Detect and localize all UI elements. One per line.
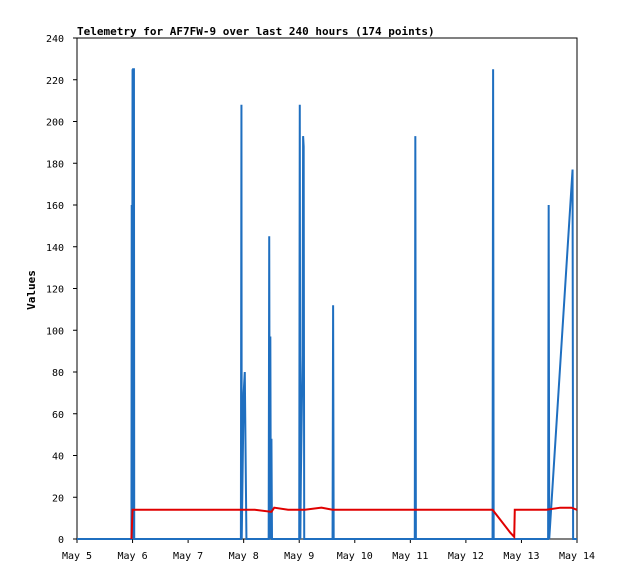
y-tick-label: 120 <box>46 285 64 296</box>
x-tick-label: May 13 <box>503 551 539 562</box>
y-tick-label: 200 <box>46 118 64 129</box>
y-tick-label: 220 <box>46 76 64 87</box>
plot-area <box>76 37 578 540</box>
series-line-red <box>130 506 578 540</box>
x-tick-label: May 9 <box>284 551 314 562</box>
y-tick-label: 20 <box>52 493 64 504</box>
series-line-blue <box>77 68 577 540</box>
y-tick-label: 160 <box>46 201 64 212</box>
chart-title: Telemetry for AF7FW-9 over last 240 hour… <box>77 25 435 38</box>
x-tick-label: May 6 <box>118 551 148 562</box>
y-tick-label: 180 <box>46 159 64 170</box>
y-tick-label: 240 <box>46 34 64 45</box>
y-tick-label: 0 <box>58 535 64 546</box>
series-layer <box>77 68 578 540</box>
y-tick-label: 140 <box>46 243 64 254</box>
y-tick-label: 100 <box>46 326 64 337</box>
x-tick-label: May 5 <box>62 551 92 562</box>
y-tick-label: 80 <box>52 368 64 379</box>
x-tick-label: May 11 <box>392 551 428 562</box>
x-tick-label: May 14 <box>559 551 595 562</box>
y-axis: 0 20 40 60 80 100 120 140 160 180 200 220 240 <box>46 34 77 546</box>
y-axis-label: Values <box>25 270 38 310</box>
x-tick-label: May 12 <box>448 551 484 562</box>
y-tick-label: 60 <box>52 410 64 421</box>
x-axis: May 5 May 6 May 7 May 8 May 9 May 10 May 11 May… <box>62 539 595 562</box>
y-tick-label: 40 <box>52 452 64 463</box>
x-tick-label: May 8 <box>229 551 259 562</box>
x-tick-label: May 7 <box>173 551 203 562</box>
x-tick-label: May 10 <box>337 551 373 562</box>
